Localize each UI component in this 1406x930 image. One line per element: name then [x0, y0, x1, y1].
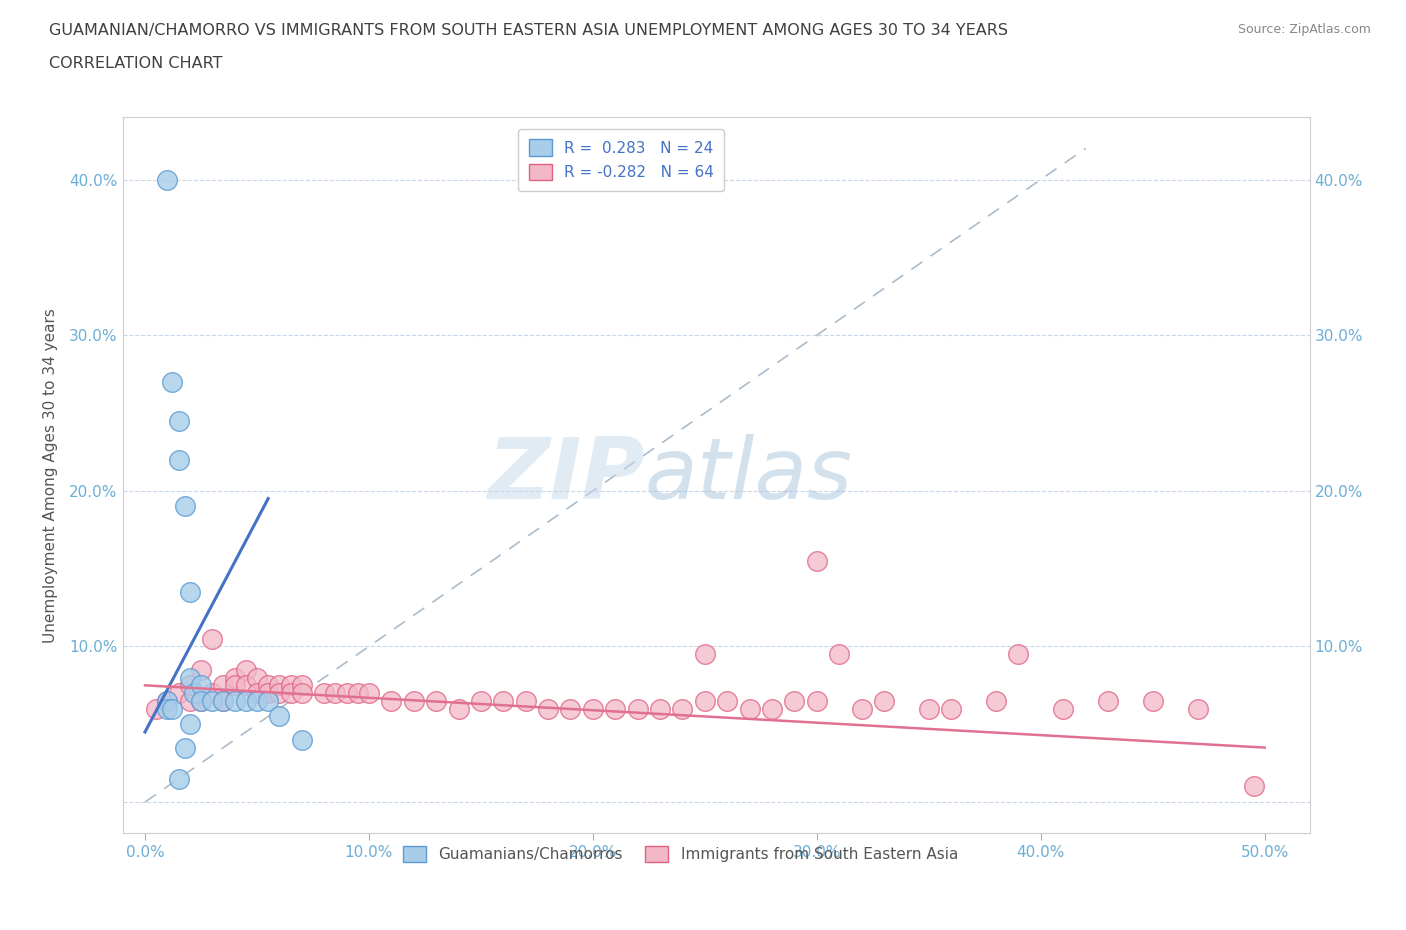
Point [280, 685, 302, 700]
Point [492, 694, 515, 709]
Point [212, 694, 235, 709]
Point [1097, 694, 1119, 709]
Point [246, 694, 269, 709]
Point [257, 685, 280, 700]
Point [269, 685, 291, 700]
Point [380, 694, 402, 709]
Point [246, 671, 269, 685]
Legend: Guamanians/Chamorros, Immigrants from South Eastern Asia: Guamanians/Chamorros, Immigrants from So… [396, 840, 965, 869]
Y-axis label: Unemployment Among Ages 30 to 34 years: Unemployment Among Ages 30 to 34 years [44, 308, 58, 643]
Point [235, 694, 257, 709]
Point [224, 671, 246, 685]
Point [984, 694, 1007, 709]
Point [246, 685, 269, 700]
Point [605, 701, 627, 716]
Point [346, 685, 368, 700]
Point [761, 701, 783, 716]
Point [257, 694, 280, 709]
Point [425, 694, 447, 709]
Point [716, 694, 738, 709]
Point [212, 694, 235, 709]
Point [190, 694, 212, 709]
Point [179, 678, 201, 693]
Point [156, 694, 179, 709]
Point [190, 662, 212, 677]
Point [335, 685, 357, 700]
Point [160, 375, 183, 390]
Point [160, 701, 183, 716]
Point [873, 694, 896, 709]
Point [156, 172, 179, 187]
Point [291, 678, 314, 693]
Point [1007, 646, 1029, 661]
Point [918, 701, 941, 716]
Point [515, 694, 537, 709]
Point [167, 685, 190, 700]
Point [224, 694, 246, 709]
Point [167, 771, 190, 786]
Point [357, 685, 380, 700]
Point [201, 694, 224, 709]
Point [291, 732, 314, 747]
Text: CORRELATION CHART: CORRELATION CHART [49, 56, 222, 71]
Point [1142, 694, 1164, 709]
Point [1052, 701, 1074, 716]
Point [560, 701, 582, 716]
Point [212, 678, 235, 693]
Text: GUAMANIAN/CHAMORRO VS IMMIGRANTS FROM SOUTH EASTERN ASIA UNEMPLOYMENT AMONG AGES: GUAMANIAN/CHAMORRO VS IMMIGRANTS FROM SO… [49, 23, 1008, 38]
Point [183, 685, 205, 700]
Point [314, 685, 336, 700]
Point [174, 740, 197, 755]
Point [201, 685, 224, 700]
Point [470, 694, 492, 709]
Point [201, 631, 224, 646]
Point [693, 694, 716, 709]
Point [851, 701, 873, 716]
Point [693, 646, 716, 661]
Point [167, 452, 190, 467]
Point [648, 701, 671, 716]
Point [806, 694, 828, 709]
Text: ZIP: ZIP [488, 433, 645, 517]
Point [325, 685, 347, 700]
Point [269, 709, 291, 724]
Point [179, 585, 201, 600]
Point [179, 694, 201, 709]
Point [1243, 779, 1265, 794]
Point [806, 553, 828, 568]
Text: atlas: atlas [645, 433, 853, 517]
Point [257, 678, 280, 693]
Point [190, 694, 212, 709]
Point [402, 694, 425, 709]
Point [447, 701, 470, 716]
Point [1187, 701, 1209, 716]
Point [235, 662, 257, 677]
Point [167, 413, 190, 428]
Point [671, 701, 693, 716]
Point [738, 701, 761, 716]
Point [269, 678, 291, 693]
Point [174, 498, 197, 513]
Point [783, 694, 806, 709]
Point [224, 678, 246, 693]
Point [941, 701, 963, 716]
Point [179, 717, 201, 732]
Point [582, 701, 605, 716]
Point [291, 685, 314, 700]
Point [627, 701, 650, 716]
Point [179, 671, 201, 685]
Point [190, 678, 212, 693]
Text: Source: ZipAtlas.com: Source: ZipAtlas.com [1237, 23, 1371, 36]
Point [145, 701, 167, 716]
Point [156, 701, 179, 716]
Point [235, 678, 257, 693]
Point [828, 646, 851, 661]
Point [537, 701, 560, 716]
Point [156, 694, 179, 709]
Point [280, 678, 302, 693]
